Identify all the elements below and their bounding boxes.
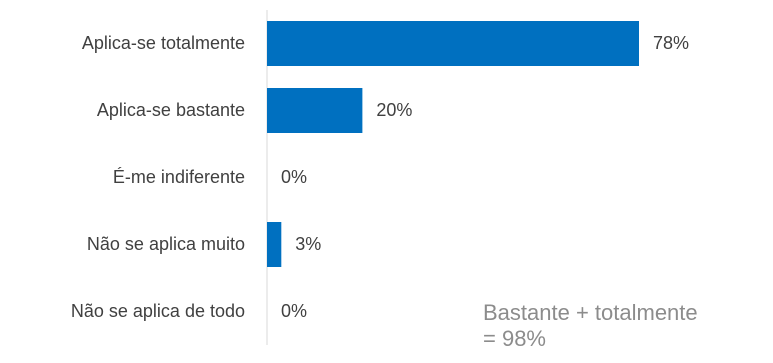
summary-line-2: = 98% [483, 326, 546, 351]
category-label: Aplica-se bastante [96, 99, 245, 120]
summary-annotation: Bastante + totalmente = 98% [483, 300, 773, 352]
value-label: 78% [653, 32, 690, 53]
value-label: 0% [281, 300, 308, 321]
bar [267, 222, 282, 267]
bar [267, 21, 639, 66]
category-label: É-me indiferente [112, 166, 245, 187]
value-label: 0% [281, 166, 308, 187]
category-label: Não se aplica muito [86, 233, 245, 254]
summary-line-1: Bastante + totalmente [483, 300, 698, 325]
bars-group [267, 21, 639, 267]
value-label: 3% [295, 233, 322, 254]
category-label: Aplica-se totalmente [81, 32, 245, 53]
bar [267, 88, 363, 133]
value-label: 20% [376, 99, 413, 120]
category-label: Não se aplica de todo [70, 300, 245, 321]
